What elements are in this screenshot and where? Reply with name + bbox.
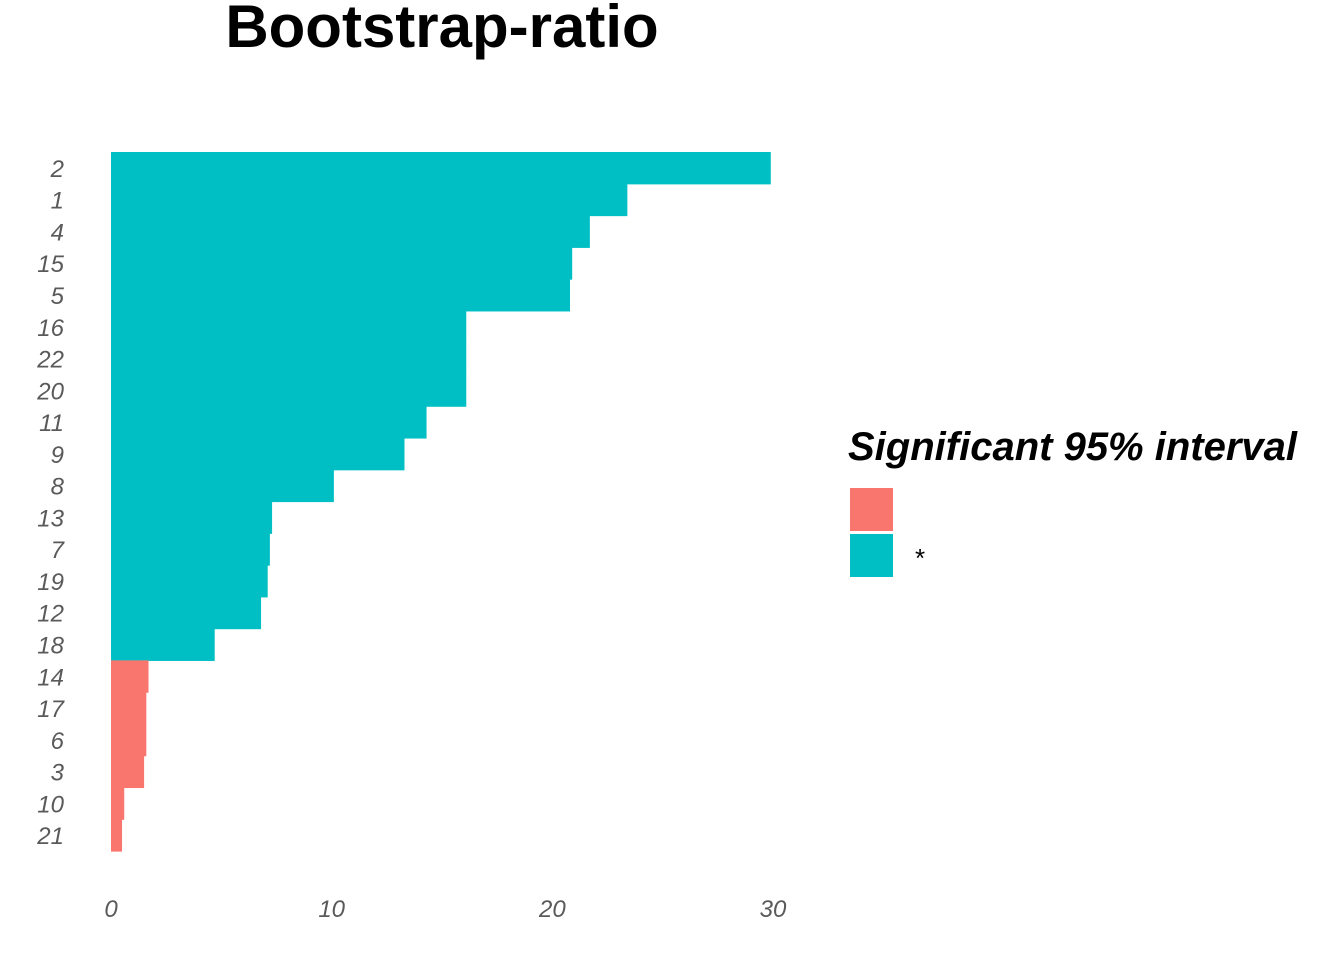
bar-21 bbox=[111, 819, 123, 852]
bar-10 bbox=[111, 787, 125, 820]
bar-14 bbox=[111, 660, 149, 693]
bar-16 bbox=[111, 310, 467, 344]
y-tick-label: 5 bbox=[51, 283, 65, 310]
legend-title: Significant 95% interval bbox=[848, 425, 1298, 469]
legend-swatch bbox=[850, 488, 893, 531]
y-tick-label: 20 bbox=[36, 378, 64, 405]
bar-4 bbox=[111, 215, 590, 248]
bar-19 bbox=[111, 565, 268, 598]
bar-17 bbox=[111, 692, 147, 725]
bar-22 bbox=[111, 342, 467, 376]
y-tick-label: 1 bbox=[51, 188, 64, 215]
x-tick-labels: 0 10 20 30 bbox=[104, 896, 787, 923]
y-tick-label: 18 bbox=[37, 632, 64, 659]
y-tick-label: 12 bbox=[37, 601, 64, 628]
x-tick-label: 0 bbox=[104, 896, 118, 923]
y-tick-label: 8 bbox=[51, 474, 65, 501]
chart-title: Bootstrap-ratio bbox=[225, 0, 658, 60]
y-tick-label: 9 bbox=[51, 442, 64, 469]
bar-15 bbox=[111, 247, 573, 280]
x-tick-label: 20 bbox=[538, 896, 566, 923]
y-tick-label: 15 bbox=[37, 251, 64, 278]
bar-20 bbox=[111, 374, 467, 407]
legend: Significant 95% interval * bbox=[848, 425, 1298, 577]
x-tick-label: 30 bbox=[760, 896, 787, 923]
bar-18 bbox=[111, 628, 215, 661]
bar-3 bbox=[111, 755, 145, 789]
bar-13 bbox=[111, 501, 273, 534]
bar-5 bbox=[111, 279, 570, 312]
y-tick-label: 3 bbox=[51, 760, 65, 787]
y-tick-label: 16 bbox=[37, 315, 64, 342]
y-tick-label: 2 bbox=[50, 156, 64, 183]
y-tick-label: 6 bbox=[51, 728, 65, 755]
y-tick-label: 22 bbox=[36, 347, 64, 374]
y-tick-label: 11 bbox=[39, 410, 64, 437]
y-tick-label: 17 bbox=[37, 696, 65, 723]
bar-7 bbox=[111, 533, 270, 566]
y-tick-label: 7 bbox=[51, 537, 66, 564]
bars-group bbox=[111, 152, 771, 852]
bar-6 bbox=[111, 723, 147, 757]
y-tick-label: 4 bbox=[51, 219, 64, 246]
legend-label: * bbox=[915, 543, 925, 573]
y-tick-label: 14 bbox=[37, 664, 64, 691]
bar-9 bbox=[111, 437, 405, 471]
bar-1 bbox=[111, 183, 628, 217]
bar-2 bbox=[111, 152, 771, 185]
legend-swatch bbox=[850, 534, 893, 577]
y-tick-label: 19 bbox=[37, 569, 64, 596]
y-tick-label: 10 bbox=[37, 791, 64, 818]
x-tick-label: 10 bbox=[318, 896, 345, 923]
bar-8 bbox=[111, 469, 334, 503]
bar-12 bbox=[111, 596, 262, 630]
bar-11 bbox=[111, 406, 427, 439]
y-tick-label: 13 bbox=[37, 505, 64, 532]
y-tick-label: 21 bbox=[36, 823, 64, 850]
